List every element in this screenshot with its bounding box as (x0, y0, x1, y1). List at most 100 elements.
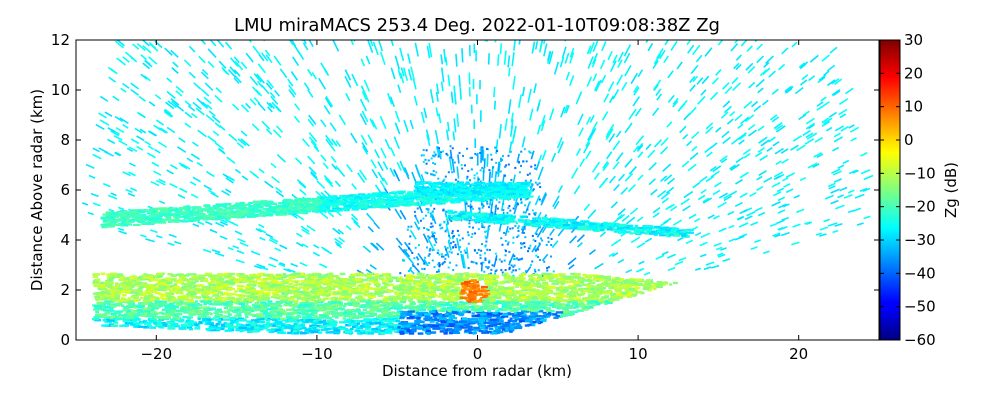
mid-layer-cell (390, 196, 396, 198)
mid-layer-cell (119, 224, 122, 226)
clutter-dash (680, 100, 687, 109)
mid-layer-cell (299, 211, 304, 213)
clutter-dash (766, 56, 774, 64)
speckle (423, 154, 425, 156)
speckle (468, 267, 470, 269)
mid-layer-cell (518, 220, 525, 222)
clutter-dash (648, 43, 652, 50)
speckle (488, 206, 490, 208)
mid-layer-cell (100, 217, 103, 219)
clutter-dash (187, 158, 193, 162)
clutter-dash (93, 203, 100, 206)
clutter-dash (636, 269, 644, 272)
speckle (486, 203, 488, 205)
clutter-dash (560, 57, 563, 67)
clutter-dash (778, 210, 785, 213)
clutter-dash (126, 52, 134, 59)
speckle (494, 273, 496, 275)
speckle (428, 255, 430, 257)
speckle (443, 221, 445, 223)
mid-layer-cell (379, 206, 386, 208)
clutter-dash (197, 99, 204, 105)
clutter-dash (494, 255, 497, 267)
clutter-dash (694, 219, 699, 222)
speckle (550, 244, 552, 246)
low-layer-cell (129, 276, 132, 278)
speckle (524, 246, 526, 248)
clutter-dash (308, 69, 312, 76)
mid-layer-cell (664, 233, 668, 235)
clutter-dash (781, 218, 788, 221)
clutter-dash (304, 83, 309, 90)
speckle (414, 215, 416, 217)
clutter-dash (447, 129, 449, 140)
clutter-dash (409, 258, 414, 263)
speckle (506, 212, 508, 214)
speckle (517, 235, 519, 237)
mid-layer-cell (556, 218, 561, 220)
mid-layer-cell (634, 230, 638, 232)
speckle (539, 259, 541, 261)
clutter-dash (198, 130, 207, 136)
speckle (431, 157, 433, 159)
clutter-dash (442, 82, 443, 92)
clutter-dash (665, 37, 670, 45)
clutter-dash (824, 219, 830, 221)
clutter-dash (154, 125, 161, 130)
clutter-dash (185, 123, 191, 127)
clutter-dash (639, 261, 645, 264)
clutter-dash (178, 195, 185, 198)
speckle (540, 237, 542, 239)
mid-layer-cell (315, 198, 321, 200)
clutter-dash (695, 268, 701, 270)
speckle (539, 182, 541, 184)
mid-layer-cell (208, 210, 215, 212)
speckle (451, 252, 453, 254)
speckle (518, 162, 520, 164)
clutter-dash (107, 139, 114, 143)
speckle (553, 270, 555, 272)
speckle (451, 232, 453, 234)
mid-layer-cell (616, 223, 619, 225)
mid-layer-cell (194, 219, 200, 221)
mid-layer-cell (181, 216, 187, 218)
clutter-dash (700, 254, 706, 256)
clutter-dash (604, 94, 608, 102)
mid-layer-cell (173, 216, 176, 218)
clutter-dash (108, 67, 115, 72)
clutter-dash (628, 185, 635, 192)
clutter-dash (537, 103, 539, 111)
clutter-dash (700, 242, 708, 245)
upper-cell (441, 187, 449, 189)
clutter-dash (707, 152, 713, 157)
clutter-dash (321, 63, 327, 74)
clutter-dash (536, 162, 539, 171)
clutter-dash (346, 226, 351, 230)
speckle (440, 154, 442, 156)
clutter-dash (725, 106, 732, 112)
clutter-dash (763, 100, 769, 105)
clutter-dash (415, 43, 418, 57)
speckle (434, 266, 436, 268)
mid-layer-cell (287, 203, 290, 205)
speckle (517, 227, 519, 229)
clutter-dash (211, 40, 216, 46)
speckle (455, 179, 457, 181)
mid-layer-cell (448, 212, 452, 214)
speckle (513, 258, 515, 260)
clutter-dash (347, 164, 353, 171)
mid-layer-cell (330, 200, 334, 202)
clutter-dash (855, 194, 864, 198)
mid-layer-cell (215, 218, 220, 220)
clutter-dash (538, 125, 541, 135)
clutter-dash (177, 147, 185, 152)
clutter-dash (849, 125, 855, 128)
speckle (408, 247, 410, 249)
clutter-dash (626, 217, 634, 224)
clutter-dash (150, 230, 157, 232)
mid-layer-cell (282, 200, 288, 202)
clutter-dash (555, 62, 559, 75)
clutter-dash (442, 68, 444, 83)
